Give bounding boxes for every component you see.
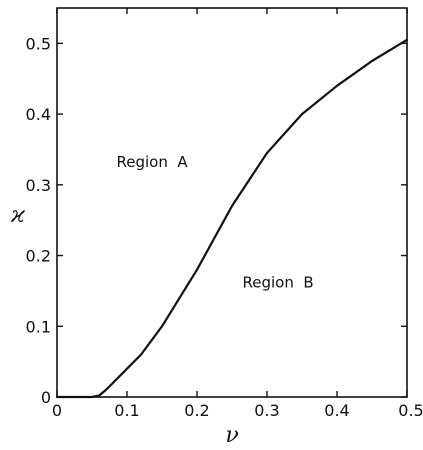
y-tick-label: 0.4 [26,105,51,124]
series-line [55,38,409,399]
x-tick-label: 0.2 [184,401,209,420]
x-tick-label: 0 [52,401,62,420]
x-tick-label: 0.3 [254,401,279,420]
y-tick-label: 0.3 [26,176,51,195]
x-tick-label: 0.4 [324,401,349,420]
x-tick-label: 0.1 [114,401,139,420]
y-axis-ticks: 0 0.1 0.2 0.3 0.4 0.5 [26,34,407,407]
series-group [55,38,409,399]
annotation-group: Region A Region B [117,153,314,291]
y-tick-label: 0.5 [26,34,51,53]
x-tick-label: 0.5 [398,401,423,420]
region-label: Region B [243,273,314,291]
y-tick-label: 0.1 [26,317,51,336]
x-axis-label: ν [225,423,238,448]
y-tick-label: 0.2 [26,247,51,266]
region-label: Region A [117,153,189,171]
plot-frame [56,7,408,398]
x-axis-ticks: 0 0.1 0.2 0.3 0.4 0.5 [52,8,423,420]
y-axis-label: ϰ [10,203,25,228]
y-tick-label: 0 [41,388,51,407]
